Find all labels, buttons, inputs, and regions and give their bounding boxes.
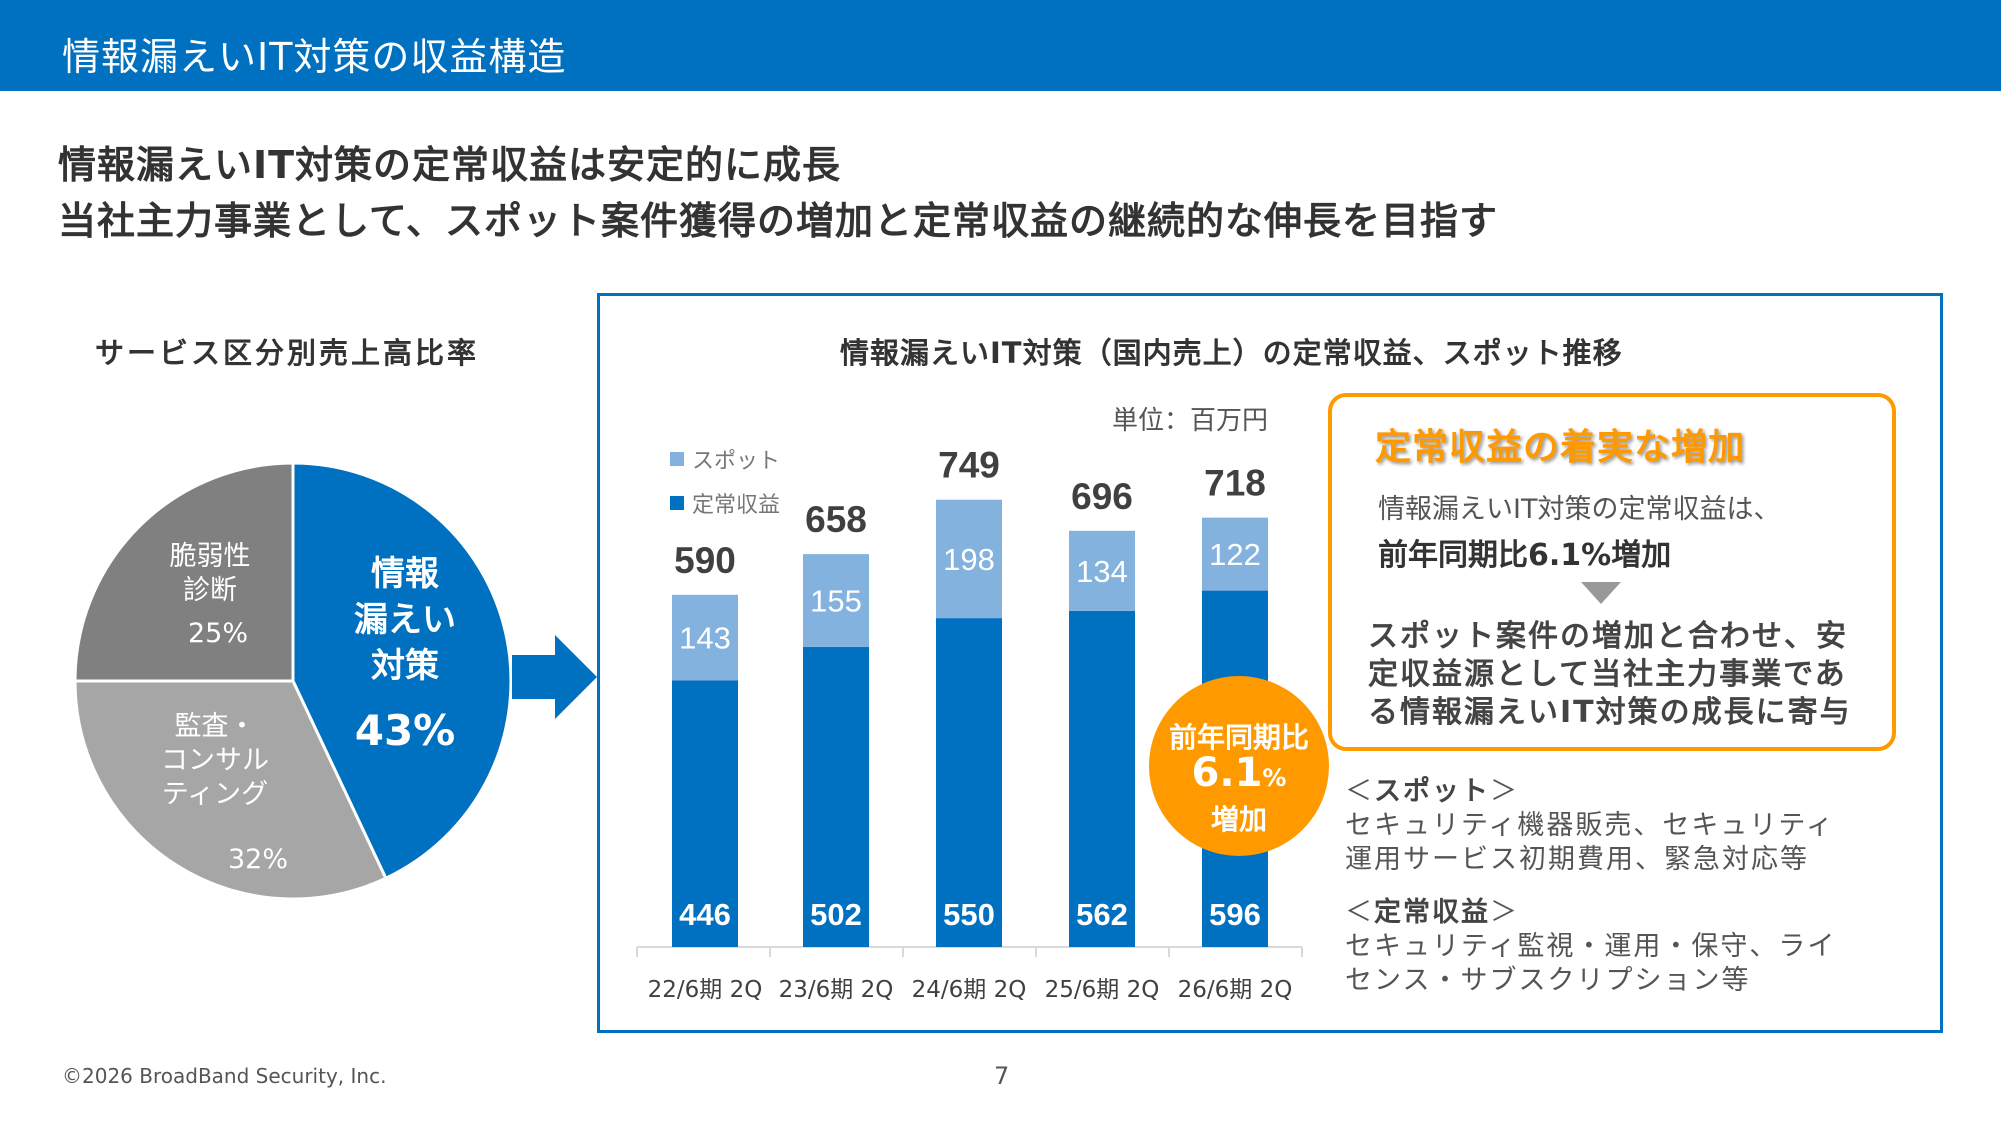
badge-unit: % <box>1262 764 1287 792</box>
pie-slice <box>291 461 513 881</box>
bar-regular-label: 550 <box>943 897 995 932</box>
x-tick-label: 26/6期 2Q <box>1178 977 1293 1003</box>
pie-slice <box>73 461 295 683</box>
definition-text: 運用サービス初期費用、緊急対応等 <box>1345 844 1809 875</box>
pie-slice-label: ティング <box>162 779 268 810</box>
pie-slice-label: 対策 <box>371 646 439 686</box>
callout-box <box>1328 393 1896 751</box>
bar-chart-panel <box>597 293 1943 1033</box>
bar-total-label: 590 <box>674 540 736 581</box>
page-number: 7 <box>994 1062 1010 1090</box>
bar-spot-label: 134 <box>1076 554 1128 589</box>
pie-slice-value: 43% <box>355 706 456 755</box>
definition-regular: ＜定常収益＞ セキュリティ監視・運用・保守、ライ センス・サブスクリプション等 <box>1345 896 1836 998</box>
yoy-badge: 前年同期比 6.1% 増加 <box>1149 676 1329 856</box>
callout-line-2: 前年同期比6.1%増加 <box>1378 538 1672 573</box>
legend-item-regular: 定常収益 <box>670 487 780 519</box>
legend-swatch-regular <box>670 496 684 510</box>
x-tick-label: 24/6期 2Q <box>912 977 1027 1003</box>
pie-slice-label: コンサル <box>161 745 269 776</box>
bar-spot <box>936 499 1002 619</box>
bar-regular <box>803 646 869 947</box>
pie-chart-title: サービス区分別売上高比率 <box>95 336 480 370</box>
bar-regular-label: 446 <box>679 897 731 932</box>
x-tick-label: 22/6期 2Q <box>648 977 763 1003</box>
definition-text: セキュリティ監視・運用・保守、ライ <box>1345 931 1837 962</box>
bar-total-label: 658 <box>805 499 867 540</box>
bar-spot-label: 198 <box>943 542 995 577</box>
badge-number: 6.1 <box>1191 750 1263 796</box>
pie-slice-label: 脆弱性 <box>170 541 251 572</box>
bar-regular <box>672 680 738 947</box>
bar-chart-title: 情報漏えいIT対策（国内売上）の定常収益、スポット推移 <box>840 336 1623 370</box>
badge-value: 6.1% <box>1149 750 1329 796</box>
bar-total-label: 749 <box>938 445 1000 486</box>
bar-spot <box>672 594 738 681</box>
definition-heading: ＜スポット＞ <box>1345 776 1519 807</box>
bar-regular <box>1069 610 1135 947</box>
definition-text: セキュリティ機器販売、セキュリティ <box>1345 810 1835 841</box>
bar-regular-label: 562 <box>1076 897 1128 932</box>
pie-slice-label: 診断 <box>183 575 237 606</box>
title-bar: 情報漏えいIT対策の収益構造 <box>0 0 2001 91</box>
bar-spot <box>803 554 869 647</box>
bar-spot <box>1202 517 1268 591</box>
unit-label: 単位：百万円 <box>1112 406 1269 436</box>
legend-label: 定常収益 <box>692 493 781 518</box>
callout-title: 定常収益の着実な増加 <box>1375 427 1746 468</box>
bar-regular-label: 596 <box>1209 897 1261 932</box>
bar-spot <box>1069 530 1135 611</box>
pie-slice-label: 情報 <box>371 554 439 594</box>
bar-total-label: 718 <box>1204 463 1266 504</box>
bar-total-label: 696 <box>1071 476 1133 517</box>
down-triangle-icon <box>1581 582 1621 604</box>
x-tick-label: 25/6期 2Q <box>1045 977 1160 1003</box>
headline-line-2: 当社主力事業として、スポット案件獲得の増加と定常収益の継続的な伸長を目指す <box>58 199 1498 243</box>
bar-spot-label: 155 <box>810 583 862 618</box>
copyright: ©2026 BroadBand Security, Inc. <box>62 1064 387 1088</box>
headline-line-1: 情報漏えいIT対策の定常収益は安定的に成長 <box>58 143 842 187</box>
arrow-right-icon <box>512 635 597 719</box>
pie-slice-value: 32% <box>228 844 288 875</box>
bar-regular <box>936 618 1002 947</box>
pie-slice-label: 漏えい <box>354 600 456 640</box>
callout-body: スポット案件の増加と合わせ、安定収益源として当社主力事業である情報漏えいIT対策… <box>1368 619 1852 730</box>
bar-spot-label: 143 <box>679 621 731 656</box>
legend-label: スポット <box>692 449 781 474</box>
pie-slice-value: 25% <box>188 618 248 649</box>
legend-swatch-spot <box>670 452 684 466</box>
bar-regular-label: 502 <box>810 897 862 932</box>
legend-item-spot: スポット <box>670 443 780 475</box>
badge-line-1: 前年同期比 <box>1168 721 1309 754</box>
definition-heading: ＜定常収益＞ <box>1345 897 1519 928</box>
pie-slice-label: 監査・ <box>175 711 256 742</box>
pie-slice <box>73 679 388 901</box>
definition-spot: ＜スポット＞ セキュリティ機器販売、セキュリティ 運用サービス初期費用、緊急対応… <box>1345 775 1835 877</box>
bar-spot-label: 122 <box>1209 537 1261 572</box>
x-tick-label: 23/6期 2Q <box>779 977 894 1003</box>
callout-line-1: 情報漏えいIT対策の定常収益は、 <box>1378 494 1781 525</box>
badge-line-3: 増加 <box>1210 803 1267 836</box>
definition-text: センス・サブスクリプション等 <box>1345 965 1751 996</box>
page-title: 情報漏えいIT対策の収益構造 <box>62 35 567 79</box>
